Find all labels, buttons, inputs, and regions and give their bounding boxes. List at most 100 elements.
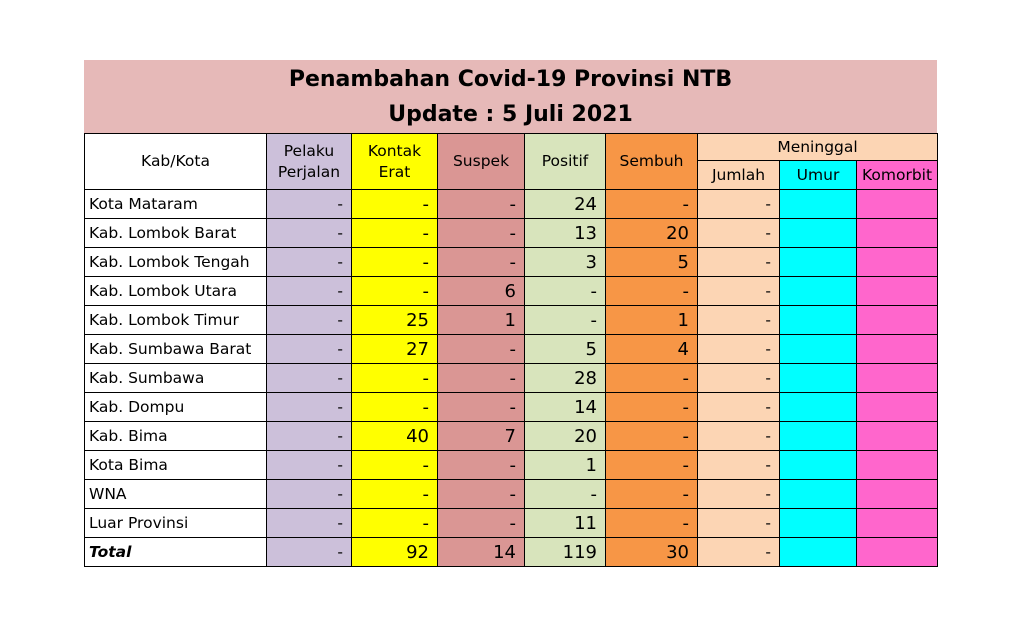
- cell-suspek: -: [437, 247, 525, 277]
- cell-umur: [779, 363, 857, 393]
- cell-pelaku: -: [266, 450, 352, 480]
- cell-kab-kota: Kab. Lombok Tengah: [84, 247, 267, 277]
- cell-kontak: -: [351, 363, 438, 393]
- cell-kab-kota: Kab. Sumbawa Barat: [84, 334, 267, 364]
- cell-kontak: -: [351, 247, 438, 277]
- total-cell-umur: [779, 537, 857, 567]
- header-kontak-line1: Kontak: [367, 141, 422, 160]
- cell-jumlah: -: [697, 334, 780, 364]
- cell-positif: 24: [524, 189, 606, 219]
- cell-pelaku: -: [266, 479, 352, 509]
- cell-komorbit: [855, 508, 939, 538]
- cell-jumlah: -: [697, 247, 780, 277]
- total-cell-positif: 119: [524, 537, 606, 567]
- cell-sembuh: 1: [605, 305, 698, 335]
- cell-kab-kota: Kota Bima: [84, 450, 267, 480]
- cell-jumlah: -: [697, 421, 780, 451]
- page-title: Penambahan Covid-19 Provinsi NTB: [288, 67, 733, 92]
- cell-suspek: -: [437, 508, 525, 538]
- cell-suspek: -: [437, 479, 525, 509]
- cell-komorbit: [855, 363, 939, 393]
- table-row: Kab. Lombok Tengah - - -3 5-: [84, 247, 939, 277]
- cell-kab-kota: Kab. Bima: [84, 421, 267, 451]
- cell-positif: -: [524, 305, 606, 335]
- cell-jumlah: -: [697, 276, 780, 306]
- table-row: Kab. Lombok Timur -25 1-1-: [84, 305, 939, 335]
- cell-kab-kota: Kota Mataram: [84, 189, 267, 219]
- cell-pelaku: -: [266, 334, 352, 364]
- cell-kontak: 25: [351, 305, 438, 335]
- cell-suspek: -: [437, 334, 525, 364]
- cell-komorbit: [855, 218, 939, 248]
- cell-komorbit: [855, 189, 939, 219]
- cell-jumlah: -: [697, 218, 780, 248]
- cell-pelaku: -: [266, 508, 352, 538]
- cell-pelaku: -: [266, 247, 352, 277]
- cell-pelaku: -: [266, 276, 352, 306]
- cell-kontak: -: [351, 392, 438, 422]
- covid-table: Kab/Kota Pelaku Perjalan Kontak Erat Suspe…: [84, 133, 939, 567]
- cell-kontak: -: [351, 508, 438, 538]
- header-meninggal: Meninggal: [696, 133, 939, 161]
- cell-kontak: -: [351, 189, 438, 219]
- cell-komorbit: [855, 450, 939, 480]
- cell-sembuh: -: [605, 450, 698, 480]
- cell-kab-kota: Kab. Dompu: [84, 392, 267, 422]
- total-cell-suspek: 14: [437, 537, 525, 567]
- table-row: Kab. Lombok Barat - - -13 20-: [84, 218, 939, 248]
- header-kontak-erat: Kontak Erat: [351, 133, 438, 190]
- cell-sembuh: -: [605, 508, 698, 538]
- cell-sembuh: 5: [605, 247, 698, 277]
- cell-umur: [779, 450, 857, 480]
- cell-positif: -: [524, 479, 606, 509]
- cell-pelaku: -: [266, 392, 352, 422]
- cell-suspek: 7: [437, 421, 525, 451]
- cell-sembuh: 4: [605, 334, 698, 364]
- cell-positif: 20: [524, 421, 606, 451]
- cell-suspek: -: [437, 218, 525, 248]
- cell-umur: [779, 189, 857, 219]
- cell-positif: 11: [524, 508, 606, 538]
- cell-positif: 28: [524, 363, 606, 393]
- cell-jumlah: -: [697, 392, 780, 422]
- cell-kontak: 40: [351, 421, 438, 451]
- header-pelaku-perjalan: Pelaku Perjalan: [266, 133, 352, 190]
- update-date: Update : 5 Juli 2021: [388, 102, 633, 127]
- total-row: Total -92 14 119 30-: [84, 537, 939, 567]
- cell-pelaku: -: [266, 421, 352, 451]
- table-row: Kab. Sumbawa - - -28- -: [84, 363, 939, 393]
- cell-sembuh: -: [605, 479, 698, 509]
- cell-positif: 1: [524, 450, 606, 480]
- cell-positif: -: [524, 276, 606, 306]
- cell-kab-kota: Luar Provinsi: [84, 508, 267, 538]
- cell-kab-kota: WNA: [84, 479, 267, 509]
- cell-kontak: -: [351, 218, 438, 248]
- table-row: Luar Provinsi - - -11- -: [84, 508, 939, 538]
- header-kontak-line2: Erat: [378, 162, 411, 181]
- cell-komorbit: [855, 276, 939, 306]
- table-row: Kab. Dompu - - -14- -: [84, 392, 939, 422]
- cell-jumlah: -: [697, 363, 780, 393]
- cell-jumlah: -: [697, 450, 780, 480]
- cell-kab-kota: Kab. Lombok Barat: [84, 218, 267, 248]
- cell-umur: [779, 334, 857, 364]
- cell-kab-kota: Kab. Sumbawa: [84, 363, 267, 393]
- cell-kontak: -: [351, 479, 438, 509]
- table-body: Kota Mataram - - -24- - Kab. Lombok Barat - - -1…: [84, 189, 939, 567]
- table-row: Kab. Sumbawa Barat -27-5 4-: [84, 334, 939, 364]
- cell-jumlah: -: [697, 189, 780, 219]
- cell-pelaku: -: [266, 218, 352, 248]
- header-pelaku-line2: Perjalan: [277, 162, 341, 181]
- cell-umur: [779, 247, 857, 277]
- cell-komorbit: [855, 334, 939, 364]
- title-banner: Penambahan Covid-19 Provinsi NTB Update …: [84, 60, 937, 133]
- total-cell-kab-kota: Total: [84, 537, 267, 567]
- cell-sembuh: -: [605, 363, 698, 393]
- cell-positif: 14: [524, 392, 606, 422]
- cell-positif: 3: [524, 247, 606, 277]
- cell-pelaku: -: [266, 363, 352, 393]
- cell-pelaku: -: [266, 189, 352, 219]
- table-row: WNA - - - - - -: [84, 479, 939, 509]
- cell-suspek: -: [437, 392, 525, 422]
- total-cell-jumlah: -: [697, 537, 780, 567]
